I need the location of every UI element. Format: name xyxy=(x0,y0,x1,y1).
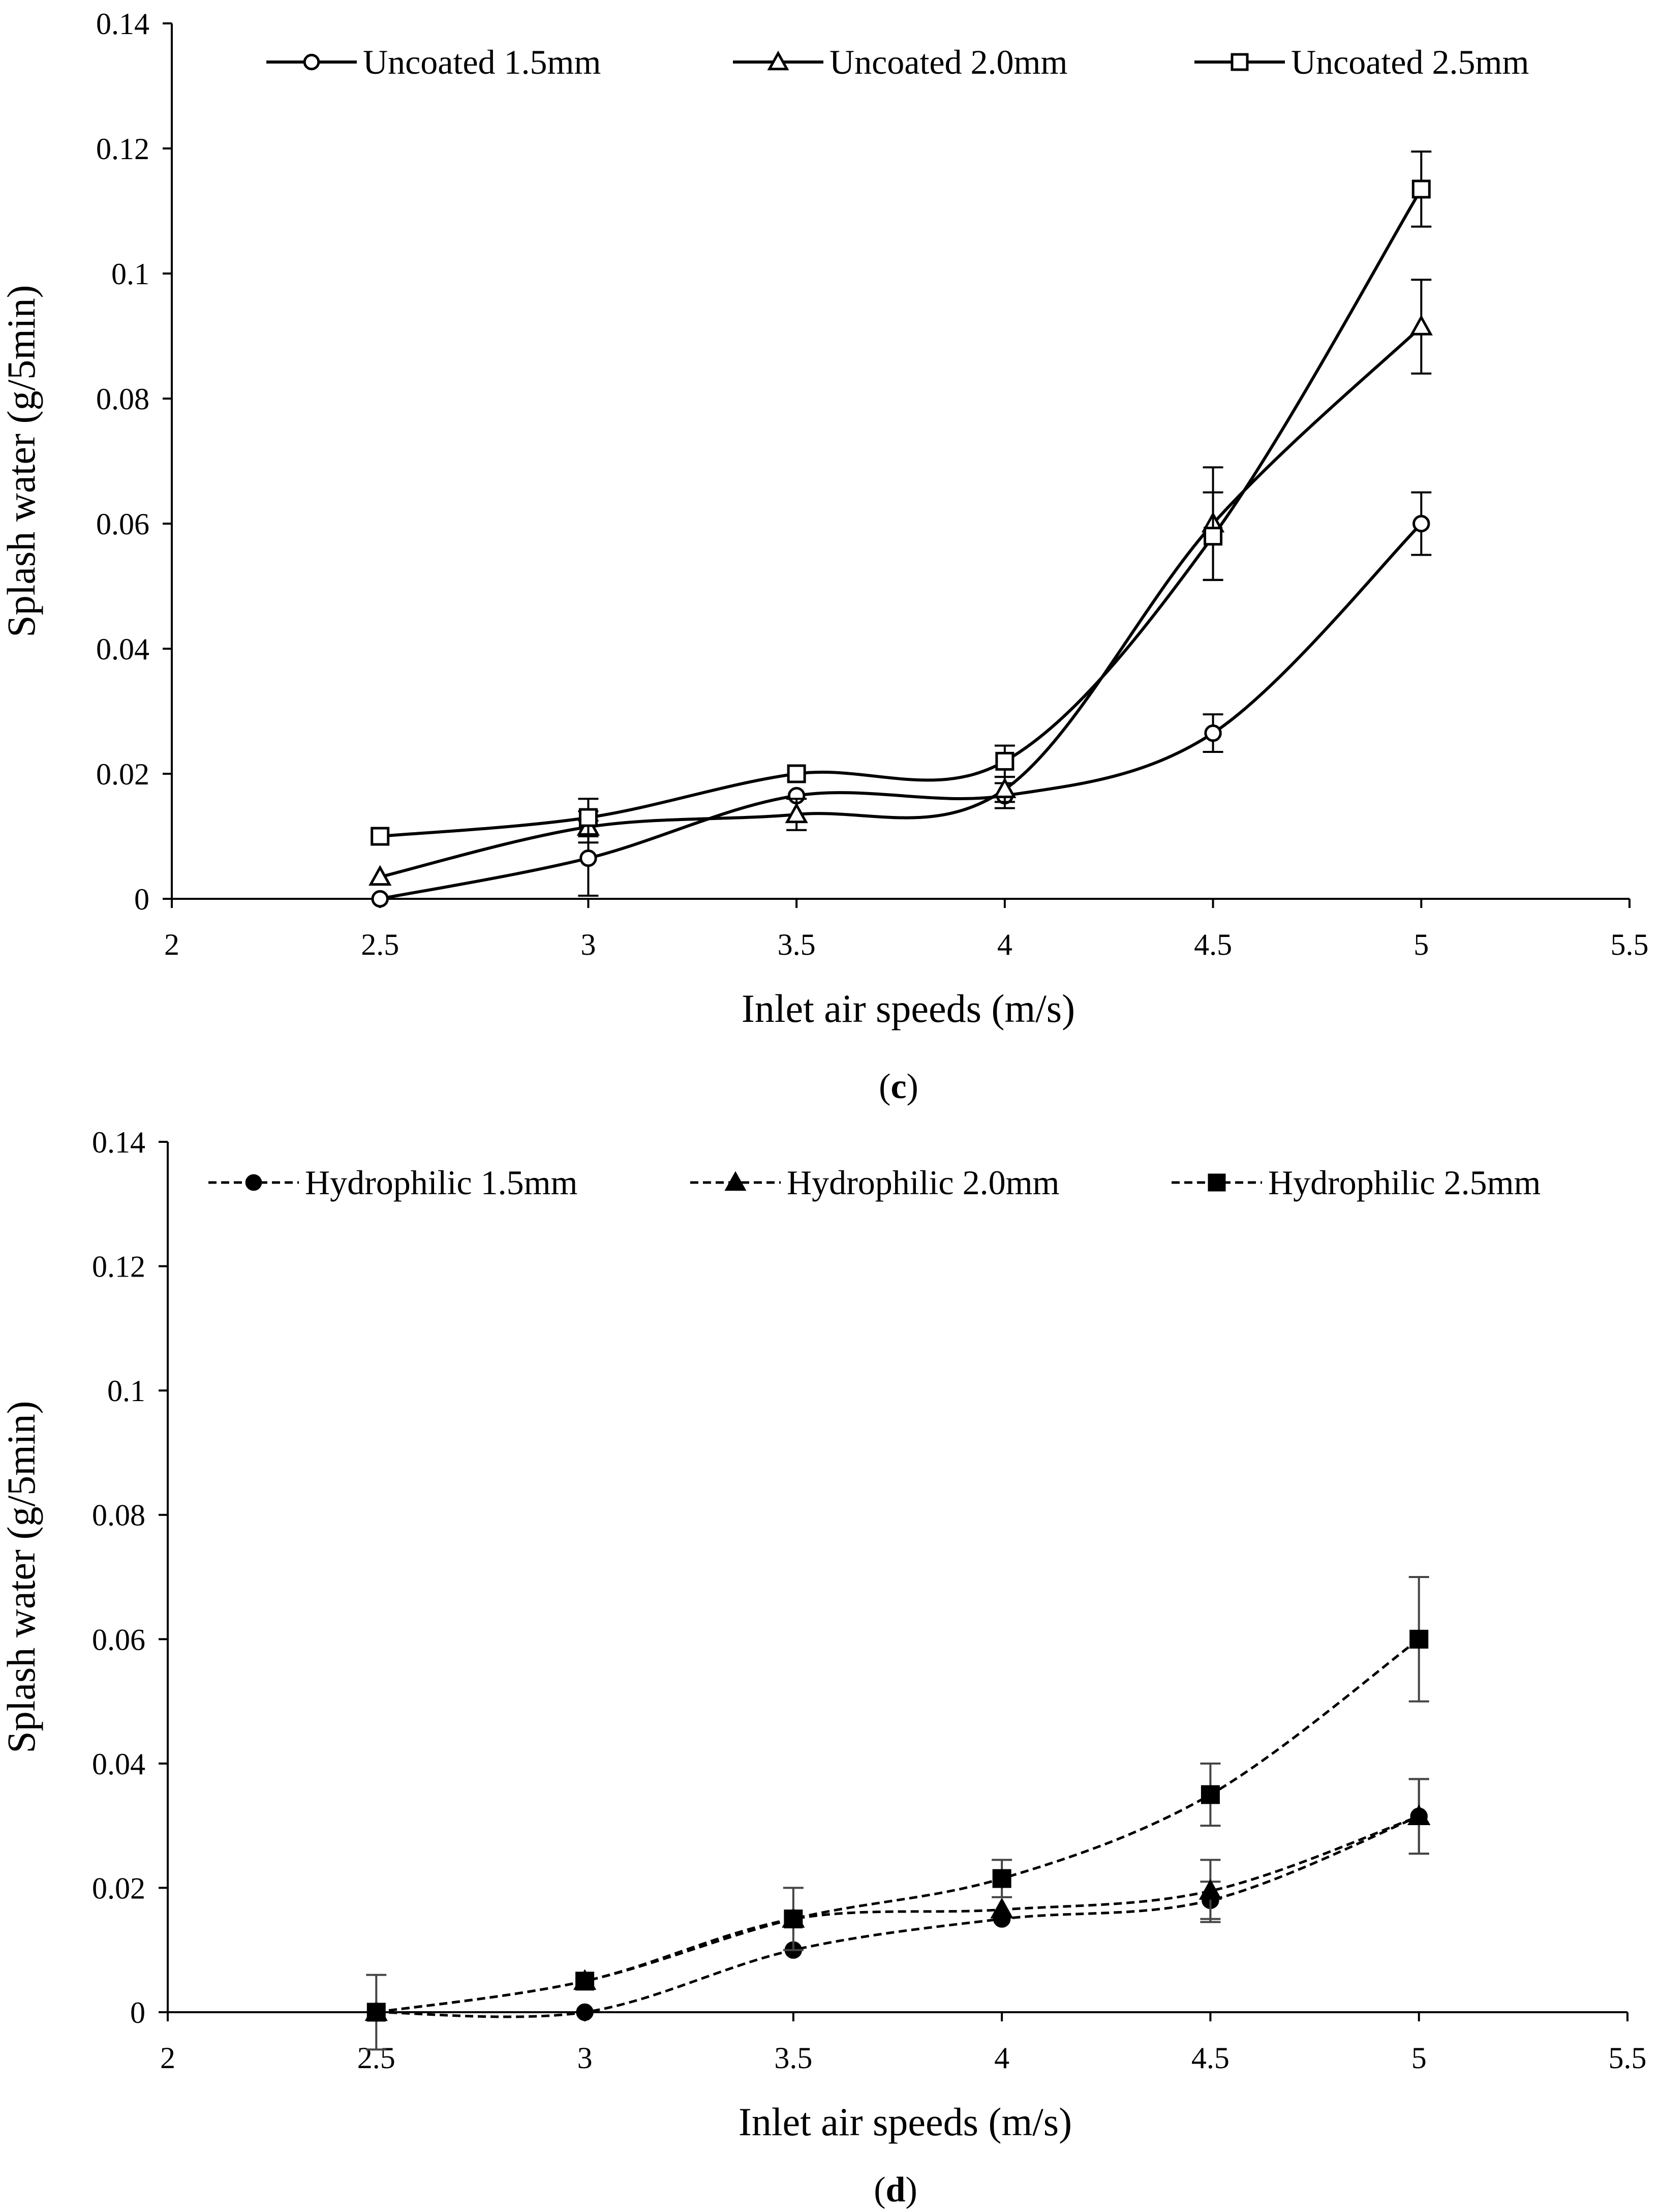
y-tick-label: 0.06 xyxy=(96,507,149,541)
y-tick-label: 0.02 xyxy=(92,1871,145,1905)
data-point xyxy=(371,890,389,908)
series-line xyxy=(380,188,1423,838)
legend-marker-icon xyxy=(245,1174,262,1191)
data-point xyxy=(1412,514,1430,533)
legend-entry: Uncoated 2.5mm xyxy=(1194,43,1529,81)
y-tick-label: 0.14 xyxy=(96,7,149,41)
data-point xyxy=(993,777,1017,798)
x-tick-label: 5.5 xyxy=(1609,2041,1647,2075)
panel-label-letter: d xyxy=(886,2170,906,2209)
y-tick-label: 0.02 xyxy=(96,757,149,791)
panel-label-close-paren: ) xyxy=(905,2170,917,2209)
legend-label: Uncoated 2.0mm xyxy=(829,43,1067,81)
data-point xyxy=(1198,1878,1222,1900)
legend-label: Hydrophilic 1.5mm xyxy=(305,1163,577,1202)
legend-entry: Uncoated 2.0mm xyxy=(733,43,1067,81)
data-point xyxy=(995,751,1015,771)
x-tick-label: 5.5 xyxy=(1611,928,1649,961)
x-axis-title: Inlet air speeds (m/s) xyxy=(742,986,1075,1031)
x-tick-label: 5 xyxy=(1413,928,1429,961)
y-tick-label: 0 xyxy=(130,1996,145,2029)
y-tick-label: 0.08 xyxy=(92,1499,145,1532)
chart-panel-c: 0 0.02 0.04 0.06 0.08 0.1 0.12 0.14 2 2.5 3 3.5 4 4.5… xyxy=(0,7,1649,1106)
data-point xyxy=(1204,527,1223,546)
data-point xyxy=(579,849,597,867)
panel-label: (c) xyxy=(879,1067,918,1106)
data-point xyxy=(1409,1629,1429,1649)
data-point xyxy=(1201,1785,1220,1804)
panel-label-open-paren: ( xyxy=(874,2170,885,2209)
legend-marker-icon xyxy=(724,1171,747,1191)
y-tick-label: 0.04 xyxy=(96,632,149,666)
y-tick-label: 0.1 xyxy=(111,257,149,291)
y-tick-label: 0.04 xyxy=(92,1747,145,1781)
data-point xyxy=(1409,315,1433,336)
y-axis-title: Splash water (g/5min) xyxy=(0,285,43,637)
data-point xyxy=(578,808,598,827)
panel-label: (d) xyxy=(874,2170,917,2209)
legend-entry: Hydrophilic 2.5mm xyxy=(1172,1163,1541,1202)
x-tick-label: 3 xyxy=(577,2041,593,2075)
data-point xyxy=(990,1897,1013,1919)
legend-marker-icon xyxy=(303,53,320,71)
data-point xyxy=(576,2003,594,2021)
data-point xyxy=(1407,1804,1431,1826)
x-tick-label: 2 xyxy=(160,2041,175,2075)
y-tick-label: 0.12 xyxy=(92,1250,145,1284)
x-tick-label: 3.5 xyxy=(774,2041,812,2075)
legend-entry: Hydrophilic 2.0mm xyxy=(690,1163,1059,1202)
x-axis-title: Inlet air speeds (m/s) xyxy=(739,2100,1072,2144)
chart-panel-d: 00.020.040.060.080.10.120.142 2.5 3 3.5 4 4.5… xyxy=(0,1126,1647,2209)
data-point xyxy=(575,1972,595,1991)
data-point xyxy=(1204,724,1222,742)
legend-label: Uncoated 1.5mm xyxy=(363,43,601,81)
series-uncoated-1-5mm xyxy=(371,491,1432,908)
legend-entry: Uncoated 1.5mm xyxy=(266,43,601,81)
data-point xyxy=(368,865,392,886)
data-point xyxy=(787,764,806,783)
y-tick-label: 0 xyxy=(134,883,149,916)
legend-label: Uncoated 2.5mm xyxy=(1291,43,1529,81)
x-tick-label: 3.5 xyxy=(778,928,816,961)
y-axis-title: Splash water (g/5min) xyxy=(0,1401,43,1753)
series-line xyxy=(376,1638,1420,2014)
y-tick-label: 0.06 xyxy=(92,1623,145,1656)
x-tick-label: 4.5 xyxy=(1191,2041,1229,2075)
panel-label-close-paren: ) xyxy=(907,1067,918,1106)
y-tick-label: 0.12 xyxy=(96,132,149,166)
data-point xyxy=(785,802,808,824)
x-tick-label: 2.5 xyxy=(361,928,399,961)
series-uncoated-2-5mm xyxy=(371,150,1432,846)
data-point xyxy=(371,827,390,846)
panel-label-letter: c xyxy=(890,1067,906,1106)
legend-marker-icon xyxy=(1231,53,1249,71)
x-tick-label: 2 xyxy=(164,928,179,961)
series-line xyxy=(376,1815,1420,2018)
x-tick-label: 5 xyxy=(1411,2041,1427,2075)
data-point xyxy=(1411,179,1431,199)
legend-label: Hydrophilic 2.5mm xyxy=(1268,1163,1541,1202)
panel-label-open-paren: ( xyxy=(879,1067,890,1106)
data-point xyxy=(366,2003,386,2022)
series-line xyxy=(376,1815,1420,2014)
series-line xyxy=(380,325,1423,878)
x-tick-label: 4.5 xyxy=(1194,928,1232,961)
legend-entry: Hydrophilic 1.5mm xyxy=(208,1163,577,1202)
series-uncoated-2-0mm xyxy=(368,279,1433,886)
x-tick-label: 4 xyxy=(994,2041,1009,2075)
data-point xyxy=(784,1910,803,1929)
series-line xyxy=(380,522,1423,900)
y-tick-label: 0.08 xyxy=(96,382,149,416)
legend-label: Hydrophilic 2.0mm xyxy=(787,1163,1059,1202)
data-point xyxy=(992,1869,1011,1888)
x-tick-label: 4 xyxy=(997,928,1012,961)
y-tick-label: 0.14 xyxy=(92,1126,145,1159)
legend-marker-icon xyxy=(1208,1173,1226,1192)
y-tick-label: 0.1 xyxy=(107,1374,145,1408)
series-hydrophilic-2-5mm xyxy=(366,1576,1429,2051)
x-tick-label: 3 xyxy=(580,928,596,961)
legend-marker-icon xyxy=(767,50,789,71)
